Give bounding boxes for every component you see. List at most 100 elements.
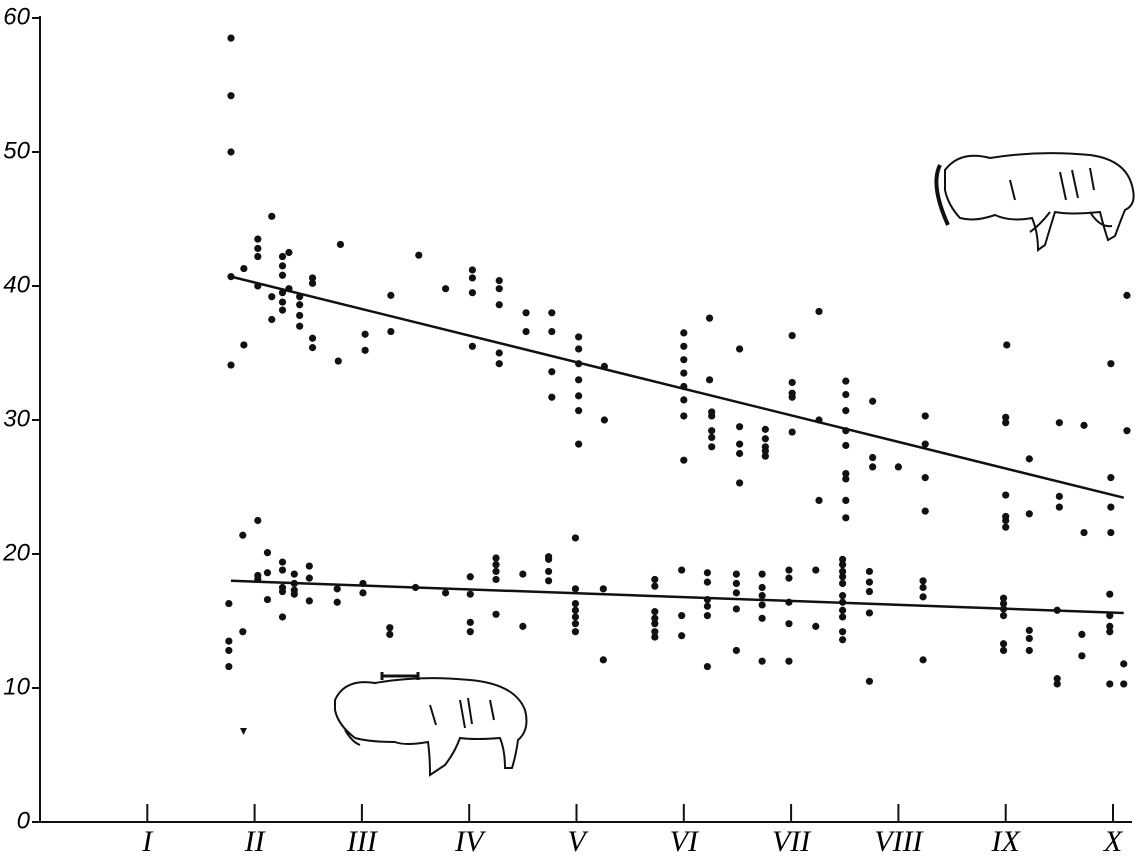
point: [919, 656, 927, 664]
point: [466, 573, 474, 581]
point: [296, 301, 304, 309]
point: [1080, 421, 1088, 429]
point: [678, 632, 686, 640]
point: [839, 567, 847, 576]
x-tick-label: III: [346, 825, 379, 858]
point: [1078, 630, 1086, 639]
point: [708, 412, 716, 420]
point: [227, 148, 235, 156]
point: [842, 475, 850, 483]
point: [921, 474, 929, 482]
point: [839, 606, 847, 614]
point: [571, 613, 580, 621]
point: [308, 334, 317, 342]
point: [254, 516, 262, 525]
point: [680, 412, 688, 420]
point: [575, 345, 583, 353]
point: [227, 361, 235, 369]
point: [708, 443, 716, 451]
point: [842, 377, 850, 385]
point: [1025, 634, 1033, 643]
point: [495, 285, 503, 293]
point: [1025, 510, 1033, 518]
point: [732, 605, 740, 613]
point: [333, 598, 341, 606]
point: [869, 397, 877, 405]
point: [571, 585, 580, 593]
point: [387, 291, 395, 299]
point: [1055, 419, 1063, 427]
point: [651, 628, 659, 636]
point: [522, 309, 530, 317]
point: [839, 613, 847, 621]
point: [575, 376, 583, 384]
point: [732, 589, 740, 597]
point: [492, 575, 500, 584]
point: [839, 573, 847, 581]
point: [865, 609, 874, 617]
point: [1025, 646, 1033, 655]
point: [492, 610, 500, 618]
point: [1107, 503, 1115, 511]
point: [680, 456, 688, 464]
point: [1002, 491, 1010, 499]
point: [278, 252, 287, 261]
point: [839, 636, 847, 644]
point: [548, 368, 556, 376]
point: [296, 322, 304, 330]
x-tick-label: X: [1103, 825, 1124, 858]
point: [758, 601, 766, 609]
point: [921, 412, 929, 420]
point: [705, 376, 714, 384]
point: [678, 566, 686, 574]
y-tick-label: 10: [3, 673, 30, 700]
point: [225, 599, 233, 608]
point: [278, 613, 287, 621]
point: [492, 561, 500, 569]
point: [865, 587, 874, 596]
point: [227, 34, 235, 42]
point: [1106, 680, 1114, 688]
x-tick-label: V: [567, 825, 589, 858]
point: [839, 591, 847, 600]
point: [865, 677, 874, 685]
point: [761, 452, 769, 460]
point: [1025, 455, 1033, 463]
point: [1106, 590, 1114, 598]
point: [519, 570, 527, 578]
point: [788, 378, 796, 387]
point: [1003, 341, 1011, 349]
point: [575, 407, 583, 415]
point: [842, 470, 850, 478]
point: [239, 628, 247, 636]
y-tick-label: 20: [2, 539, 30, 566]
point: [785, 566, 793, 574]
point: [575, 440, 583, 448]
point: [758, 614, 766, 622]
point: [680, 342, 688, 350]
y-tick-label: 30: [3, 405, 30, 432]
point: [651, 608, 659, 616]
point: [1107, 360, 1115, 368]
point: [575, 333, 583, 341]
point: [1107, 474, 1115, 482]
point: [735, 479, 744, 487]
point: [651, 633, 659, 641]
point: [441, 285, 450, 293]
point: [239, 531, 247, 539]
point: [680, 369, 688, 377]
point: [240, 264, 248, 273]
point: [466, 590, 474, 598]
point: [1002, 413, 1010, 421]
point: [386, 624, 394, 632]
point: [732, 570, 740, 578]
point: [466, 618, 474, 626]
point: [1055, 503, 1063, 511]
point: [1123, 427, 1131, 435]
point: [278, 298, 287, 306]
x-tick-label: VI: [670, 825, 700, 858]
point: [1055, 492, 1063, 500]
point: [919, 593, 927, 601]
point: [545, 555, 553, 563]
point: [761, 435, 769, 443]
